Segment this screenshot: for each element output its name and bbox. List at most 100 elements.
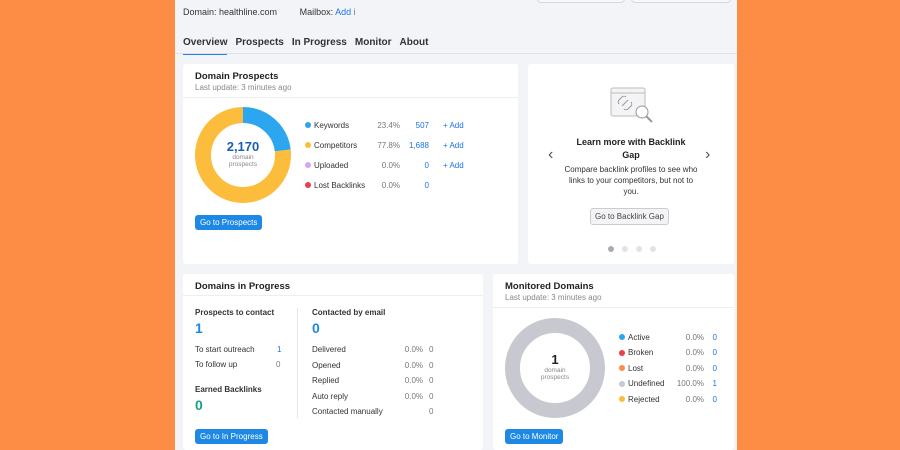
caption: prospects — [540, 374, 570, 381]
caption: prospects — [228, 161, 258, 168]
mailbox-label: Mailbox: — [299, 7, 334, 17]
legend-label: Lost Backlinks — [314, 180, 366, 190]
earned-backlinks-label: Earned Backlinks — [195, 385, 262, 394]
prospects-donut-chart — [195, 107, 291, 203]
legend-dot-icon — [305, 122, 311, 128]
card-subtitle: Last update: 3 minutes ago — [505, 293, 602, 302]
email-row-value: 0 — [429, 407, 434, 416]
go-to-in-progress-button[interactable]: Go to In Progress — [195, 429, 268, 444]
email-row-label: Delivered — [312, 345, 346, 354]
top-button-2[interactable] — [631, 0, 731, 3]
legend-item: Keywords — [305, 119, 349, 131]
legend-percent: 0.0% — [381, 160, 400, 170]
tab-prospects[interactable]: Prospects — [235, 37, 284, 48]
caption: domain — [232, 154, 254, 161]
legend-percent: 77.8% — [377, 140, 400, 150]
email-row-percent: 0.0% — [404, 376, 423, 385]
legend-percent: 0.0% — [381, 180, 400, 190]
left-row-label: To follow up — [195, 360, 238, 369]
left-row-label: To start outreach — [195, 345, 255, 354]
legend-item: Uploaded — [305, 159, 348, 171]
top-button-1[interactable] — [537, 0, 625, 3]
legend-percent: 0.0% — [685, 394, 704, 404]
domain-info: Domain: healthline.com Mailbox: Add i — [183, 7, 356, 17]
add-link[interactable]: + Add — [443, 160, 464, 170]
promo-title: Learn more with Backlink Gap — [576, 137, 686, 160]
domains-in-progress-card: Domains in Progress Prospects to contact… — [183, 274, 483, 450]
legend-count[interactable]: 0 — [712, 363, 717, 373]
mailbox-add-link[interactable]: Add — [335, 7, 352, 17]
domain-prospects-card: Domain Prospects Last update: 3 minutes … — [183, 64, 518, 264]
legend-dot-icon — [305, 182, 311, 188]
contacted-by-email-value: 0 — [312, 320, 320, 336]
go-to-backlink-gap-button[interactable]: Go to Backlink Gap — [590, 208, 669, 225]
legend-count[interactable]: 0 — [424, 160, 429, 170]
email-row-percent: 0.0% — [404, 360, 423, 370]
legend-label: Undefined — [628, 379, 665, 388]
column-divider — [297, 308, 298, 418]
card-title: Domain Prospects — [195, 71, 279, 82]
legend-count[interactable]: 1,688 — [408, 140, 429, 150]
donut-segment-competitors — [195, 107, 291, 203]
legend-dot-icon — [619, 334, 625, 340]
prospects-to-contact-value[interactable]: 1 — [195, 320, 203, 336]
carousel-dot[interactable] — [608, 246, 614, 252]
legend-count[interactable]: 0 — [424, 180, 429, 190]
email-row-label: Replied — [312, 376, 340, 385]
carousel-dot[interactable] — [622, 246, 628, 252]
legend-item: Broken — [619, 347, 653, 359]
carousel-dot[interactable] — [636, 246, 642, 252]
total-prospects: 2,170 — [226, 139, 260, 154]
donut-center: 2,170 domain prospects — [213, 139, 273, 168]
go-to-prospects-button[interactable]: Go to Prospects — [195, 215, 263, 230]
email-row-label: Opened — [312, 360, 341, 370]
legend-item: Lost — [619, 362, 643, 374]
legend-item: Lost Backlinks — [305, 179, 365, 191]
legend-dot-icon — [619, 365, 625, 371]
carousel-dots — [608, 246, 656, 252]
divider — [183, 97, 518, 98]
email-row-label: Auto reply — [312, 391, 349, 401]
earned-backlinks-value: 0 — [195, 397, 203, 413]
legend-dot-icon — [619, 349, 625, 356]
carousel-dot[interactable] — [650, 246, 656, 252]
legend-percent: 23.4% — [377, 120, 400, 130]
tab-overview[interactable]: Overview — [183, 37, 228, 55]
go-to-monitor-button[interactable]: Go to Monitor — [505, 429, 564, 444]
add-link[interactable]: + Add — [443, 140, 464, 150]
left-row-value: 0 — [276, 360, 281, 369]
tab-in-progress[interactable]: In Progress — [291, 37, 347, 48]
legend-count[interactable]: 0 — [712, 332, 717, 342]
email-row-percent: 0.0% — [404, 345, 423, 354]
promo-text: Compare backlink profiles to see who lin… — [564, 165, 698, 196]
legend-count[interactable]: 1 — [712, 379, 717, 388]
legend-dot-icon — [619, 396, 625, 402]
divider — [493, 307, 734, 308]
add-link[interactable]: + Add — [443, 120, 464, 130]
contacted-by-email-label: Contacted by email — [312, 308, 386, 317]
legend-percent: 0.0% — [685, 348, 704, 357]
tabs-divider — [175, 53, 737, 54]
monitored-donut-chart — [505, 318, 605, 418]
legend-count[interactable]: 0 — [712, 348, 717, 357]
email-row-value: 0 — [429, 391, 434, 401]
backlink-gap-illustration-icon — [610, 87, 653, 123]
app-panel: Domain: healthline.com Mailbox: Add i Ov… — [175, 0, 737, 450]
legend-count[interactable]: 507 — [415, 120, 429, 130]
tab-monitor[interactable]: Monitor — [354, 37, 392, 48]
total-monitored: 1 — [551, 352, 559, 367]
left-row-value[interactable]: 1 — [277, 345, 282, 354]
legend-percent: 0.0% — [685, 332, 704, 342]
donut-segment-undefined — [505, 318, 605, 418]
carousel-prev-icon[interactable]: ‹ — [548, 146, 554, 163]
carousel-next-icon[interactable]: › — [705, 146, 711, 163]
tabs: Overview Prospects In Progress Monitor A… — [183, 37, 428, 55]
legend-percent: 100.0% — [676, 379, 704, 388]
info-icon[interactable]: i — [353, 7, 356, 17]
donut-center: 1 domain prospects — [525, 352, 585, 381]
legend-label: Broken — [628, 348, 654, 357]
legend-item: Competitors — [305, 139, 357, 151]
email-row-value: 0 — [429, 360, 434, 370]
tab-about[interactable]: About — [399, 37, 429, 48]
legend-count[interactable]: 0 — [712, 394, 717, 404]
